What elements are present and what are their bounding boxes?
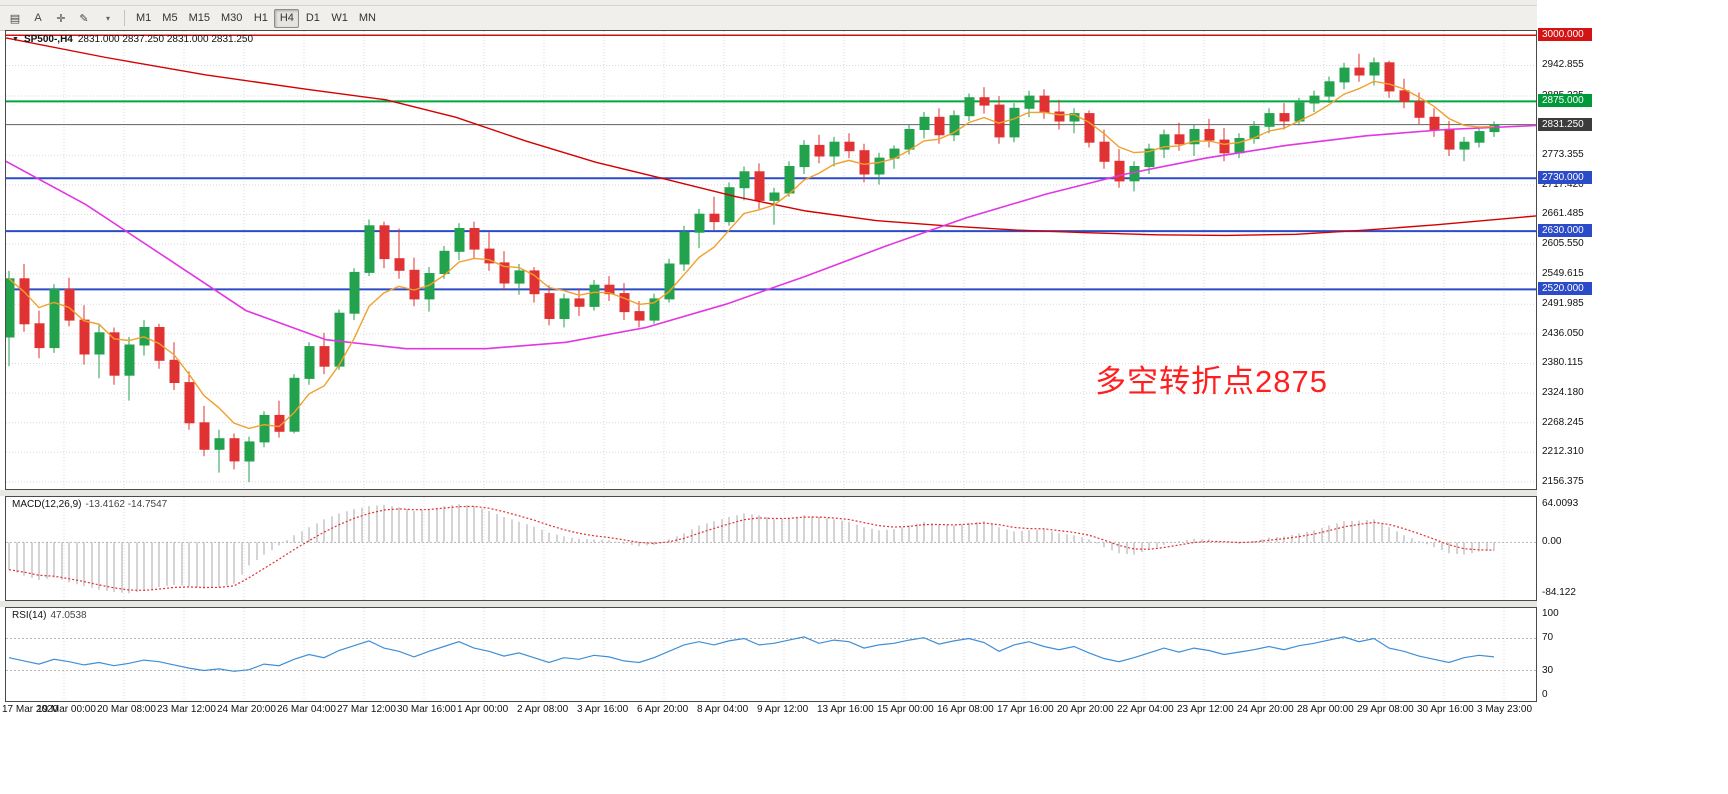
time-axis-label: 22 Apr 04:00 [1117,704,1174,715]
price-level-badge: 3000.000 [1538,28,1592,41]
price-scale-label: 2605.550 [1542,238,1584,249]
macd-pane[interactable] [5,496,1537,601]
time-axis-label: 16 Apr 08:00 [937,704,994,715]
time-axis-label: 15 Apr 00:00 [877,704,934,715]
candlestick-chart-canvas[interactable] [6,31,1536,489]
time-axis-label: 28 Apr 00:00 [1297,704,1354,715]
timeframe-button-w1[interactable]: W1 [331,12,348,24]
rsi-scale-label: 0 [1542,689,1548,700]
pane-splitter[interactable] [0,490,1537,496]
rsi-chart-canvas[interactable] [6,608,1536,701]
timeframe-button-m1[interactable]: M1 [136,12,152,24]
price-scale-label: 2324.180 [1542,387,1584,398]
macd-values: -13.4162 -14.7547 [85,499,168,510]
tile-windows-icon: ▤ [9,12,21,25]
chart-title: ▼ SP500-,H4 2831.000 2837.250 2831.000 2… [12,34,253,45]
timeframe-button-mn[interactable]: MN [358,12,376,24]
rsi-name: RSI(14) [12,610,47,621]
clipped-menu-strip [0,0,1728,6]
time-axis-label: 1 Apr 00:00 [457,704,509,715]
line-studies-button[interactable]: ✎ [73,8,95,28]
line-studies-icon: ✎ [79,12,89,25]
tile-windows-button[interactable]: ▤ [4,8,26,28]
price-scale-label: 2156.375 [1542,476,1584,487]
time-axis-label: 17 Apr 16:00 [997,704,1054,715]
chart-collapse-icon[interactable]: ▼ [12,36,19,43]
time-axis-label: 19 Mar 00:00 [37,704,96,715]
price-level-badge: 2520.000 [1538,282,1592,295]
chart-annotation-text: 多空转折点2875 [1095,364,1328,399]
time-axis-label: 2 Apr 08:00 [517,704,569,715]
timeframe-button-m5[interactable]: M5 [162,12,178,24]
time-axis-label: 30 Mar 16:00 [397,704,456,715]
macd-scale-label: 0.00 [1542,536,1562,547]
line-studies-dropdown[interactable]: ▾ [96,8,118,28]
time-axis[interactable]: 17 Mar 2020 19 Mar 00:00 20 Mar 08:00 23 Ma… [0,702,1728,718]
price-scale-label: 2436.050 [1542,328,1584,339]
time-axis-label: 24 Mar 20:00 [217,704,276,715]
time-axis-label: 29 Apr 08:00 [1357,704,1414,715]
time-axis-label: 20 Apr 20:00 [1057,704,1114,715]
time-axis-label: 13 Apr 16:00 [817,704,874,715]
timeframe-button-h1[interactable]: H1 [253,12,268,24]
price-scale-label: 2380.115 [1542,357,1583,368]
price-level-badge: 2630.000 [1538,224,1592,237]
toolbar: ▤ A ✛ ✎ ▾ M1 M5 M15 M30 H1 H4 D1 W1 MN [0,6,1728,31]
timeframe-button-m15[interactable]: M15 [188,12,210,24]
timeframe-button-d1[interactable]: D1 [305,12,320,24]
time-axis-label: 20 Mar 08:00 [97,704,156,715]
rsi-pane[interactable] [5,607,1537,702]
macd-scale-label: -84.122 [1542,587,1576,598]
rsi-scale-label: 30 [1542,665,1554,676]
crosshair-tool-button[interactable]: ✛ [50,8,72,28]
price-scale-label: 2212.310 [1542,446,1584,457]
rsi-scale-label: 100 [1542,608,1559,619]
bottom-empty-area [0,718,1728,794]
time-axis-label: 24 Apr 20:00 [1237,704,1294,715]
toolbar-separator [124,10,125,26]
time-axis-label: 23 Mar 12:00 [157,704,216,715]
price-scale-label: 2717.420 [1542,179,1584,190]
crosshair-tool-icon: ✛ [56,12,66,25]
price-scale-label: 2661.485 [1542,208,1584,219]
time-axis-label: 3 May 23:00 [1477,704,1533,715]
text-tool-icon: A [34,12,42,24]
text-tool-button[interactable]: A [27,8,49,28]
pane-splitter[interactable] [0,601,1537,607]
time-axis-label: 6 Apr 20:00 [637,704,689,715]
chevron-down-icon: ▾ [105,13,110,23]
current-price-badge: 2831.250 [1538,118,1592,131]
chart-ohlc-values: 2831.000 2837.250 2831.000 2831.250 [77,34,254,45]
rsi-value: 47.0538 [50,610,87,621]
timeframe-button-h4[interactable]: H4 [274,8,300,28]
price-scale-label: 2491.985 [1542,298,1584,309]
timeframe-button-group: M1 M5 M15 M30 H1 H4 D1 W1 MN [131,8,381,28]
time-axis-label: 3 Apr 16:00 [577,704,629,715]
price-level-badge: 2730.000 [1538,171,1592,184]
macd-scale-label: 64.0093 [1542,498,1579,509]
time-axis-label: 26 Mar 04:00 [277,704,336,715]
macd-label: MACD(12,26,9) -13.4162 -14.7547 [12,499,167,510]
price-scale-label: 2268.245 [1542,417,1584,428]
rsi-label: RSI(14) 47.0538 [12,610,87,621]
rsi-scale-label: 70 [1542,632,1554,643]
price-scale-label: 2549.615 [1542,268,1584,279]
time-axis-label: 9 Apr 12:00 [757,704,809,715]
tool-button-group: ▤ A ✛ ✎ [4,8,95,28]
macd-chart-canvas[interactable] [6,497,1536,600]
time-axis-label: 27 Mar 12:00 [337,704,396,715]
main-chart-pane[interactable] [5,30,1537,490]
price-scale-label: 2942.855 [1542,59,1584,70]
time-axis-label: 30 Apr 16:00 [1417,704,1474,715]
time-axis-label: 8 Apr 04:00 [697,704,749,715]
chart-symbol-period: SP500-,H4 [23,34,73,45]
price-scale-label: 2773.355 [1542,149,1584,160]
time-axis-label: 17 Mar 2020 [2,704,59,715]
price-scale[interactable]: 2942.8552885.2252773.3552717.4202661.485… [1537,0,1728,794]
time-axis-label: 23 Apr 12:00 [1177,704,1234,715]
timeframe-button-m30[interactable]: M30 [220,12,243,24]
macd-name: MACD(12,26,9) [12,499,82,510]
price-level-badge: 2875.000 [1538,94,1592,107]
